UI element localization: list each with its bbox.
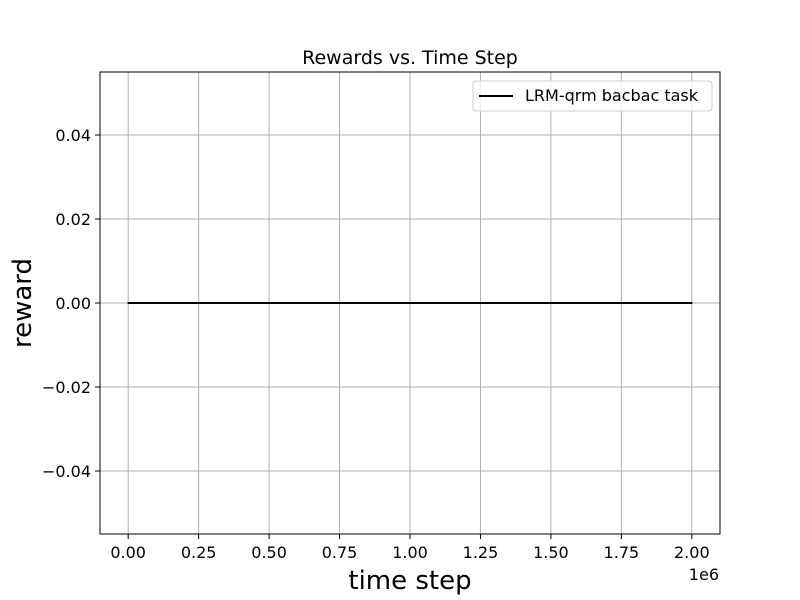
x-axis-offset-label: 1e6 [689, 565, 719, 584]
y-tick-label: 0.02 [55, 210, 91, 229]
series-layer [127, 302, 693, 304]
data-point [268, 302, 270, 304]
y-tick-label: 0.04 [55, 126, 91, 145]
legend: LRM-qrm bacbac task [472, 80, 713, 112]
ticks: 0.00 0.25 0.50 0.75 1.00 1.25 1.50 1.75 2.00 −0.0… [42, 126, 710, 562]
x-tick-label: 1.75 [604, 543, 640, 562]
x-tick-label: 2.00 [674, 543, 710, 562]
data-point [620, 302, 623, 304]
x-tick-label: 0.75 [322, 543, 358, 562]
legend-label: LRM-qrm bacbac task [525, 86, 699, 105]
x-tick-label: 1.25 [463, 543, 499, 562]
data-point [550, 302, 552, 304]
data-point [338, 302, 341, 304]
x-tick-label: 0.50 [251, 543, 287, 562]
x-tick-label: 0.00 [110, 543, 146, 562]
data-point [690, 302, 693, 304]
data-point [409, 302, 411, 304]
data-point [479, 302, 482, 304]
data-point [127, 302, 130, 304]
legend-box [472, 80, 713, 112]
data-point [197, 302, 200, 304]
chart-title: Rewards vs. Time Step [302, 47, 518, 69]
x-tick-label: 1.50 [533, 543, 569, 562]
x-tick-label: 0.25 [181, 543, 217, 562]
x-tick-label: 1.00 [392, 543, 428, 562]
y-tick-label: −0.02 [42, 378, 91, 397]
y-tick-label: 0.00 [55, 294, 91, 313]
x-axis-label: time step [348, 566, 471, 596]
y-tick-label: −0.04 [42, 462, 91, 481]
y-axis-label: reward [8, 258, 38, 348]
